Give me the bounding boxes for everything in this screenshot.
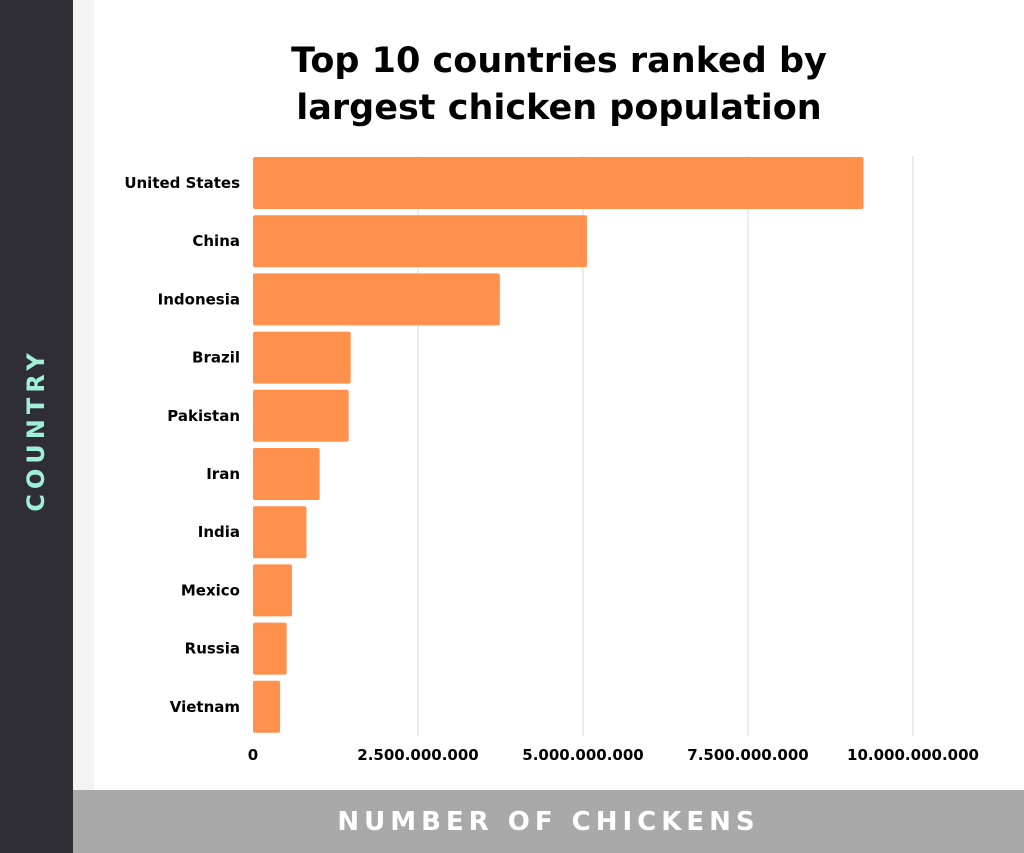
x-tick-label: 2.500.000.000	[357, 746, 478, 764]
bar	[253, 506, 307, 559]
category-label: Mexico	[181, 581, 240, 599]
category-label: Pakistan	[167, 407, 240, 425]
chart-title-line-1: Top 10 countries ranked by	[291, 41, 827, 81]
bar	[253, 273, 500, 326]
x-tick-label: 0	[248, 746, 258, 764]
bar	[253, 448, 320, 500]
bar	[253, 157, 864, 209]
bar	[253, 215, 587, 268]
bar-chart: United States China Indonesia Brazil Pakista…	[124, 156, 979, 764]
bar	[253, 680, 281, 733]
category-label: Vietnam	[170, 698, 240, 716]
category-label: Brazil	[192, 349, 240, 367]
category-label: Indonesia	[158, 290, 240, 308]
category-label: China	[192, 232, 240, 250]
chart-title-line-2: largest chicken population	[296, 88, 822, 128]
category-label: United States	[124, 174, 240, 192]
chart-title: Top 10 countries ranked by largest chick…	[94, 38, 1024, 132]
category-label: India	[198, 523, 240, 541]
x-axis-title-bar: NUMBER OF CHICKENS	[73, 790, 1024, 853]
x-tick-label: 5.000.000.000	[522, 746, 643, 764]
left-gap	[73, 0, 94, 790]
bar	[253, 622, 287, 675]
bar	[253, 389, 349, 442]
x-tick-label: 7.500.000.000	[687, 746, 808, 764]
left-panel	[0, 0, 73, 853]
bar	[253, 564, 292, 617]
bar	[253, 331, 351, 384]
x-axis-title: NUMBER OF CHICKENS	[337, 806, 760, 837]
x-tick-label: 10.000.000.000	[847, 746, 979, 764]
category-label: Russia	[185, 640, 240, 658]
category-label: Iran	[206, 465, 240, 483]
